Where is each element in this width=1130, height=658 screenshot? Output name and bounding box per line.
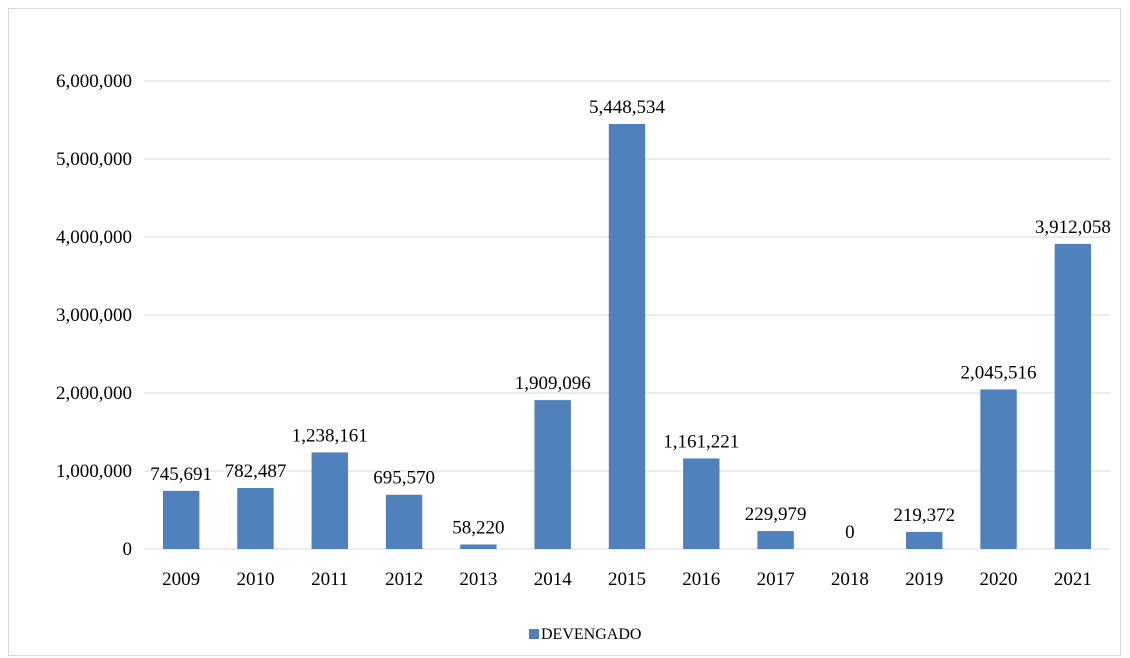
bar-2013 [460, 544, 497, 549]
x-tick-label: 2012 [385, 569, 423, 590]
x-tick-label: 2014 [534, 569, 573, 590]
bar-2015 [608, 124, 646, 550]
data-label-2015: 5,448,534 [589, 97, 666, 118]
data-label-2016: 1,161,221 [663, 431, 739, 452]
bar-2020 [980, 389, 1017, 549]
bars [162, 124, 1092, 550]
data-label-2013: 58,220 [452, 517, 504, 538]
y-tick-label: 5,000,000 [56, 149, 132, 170]
y-tick-label: 0 [123, 539, 133, 560]
bar-2012 [385, 494, 423, 549]
data-label-2021: 3,912,058 [1035, 217, 1111, 238]
data-label-2018: 0 [845, 522, 855, 543]
x-tick-label: 2018 [831, 569, 869, 590]
data-label-2010: 782,487 [225, 461, 287, 482]
data-label-2009: 745,691 [150, 464, 212, 485]
data-label-2011: 1,238,161 [292, 425, 368, 446]
axes: 0 1,000,000 2,000,000 3,000,000 4,000,000 5,0… [56, 71, 1110, 590]
x-tick-label: 2013 [459, 569, 497, 590]
data-label-2012: 695,570 [373, 468, 435, 489]
data-label-2014: 1,909,096 [515, 373, 591, 394]
x-tick-label: 2020 [980, 569, 1018, 590]
legend-swatch-devengado [529, 629, 539, 639]
bar-2011 [311, 452, 348, 549]
bar-2010 [237, 487, 274, 549]
x-tick-label: 2009 [162, 569, 200, 590]
bar-2019 [906, 531, 943, 549]
data-label-2017: 229,979 [745, 504, 807, 525]
x-tick-label: 2019 [905, 569, 943, 590]
x-tick-label: 2021 [1054, 569, 1092, 590]
bar-2021 [1054, 243, 1092, 549]
x-tick-label: 2015 [608, 569, 646, 590]
x-tick-label: 2010 [236, 569, 274, 590]
y-tick-label: 6,000,000 [56, 71, 132, 92]
y-tick-label: 4,000,000 [56, 227, 132, 248]
y-tick-label: 1,000,000 [56, 461, 132, 482]
y-tick-label: 2,000,000 [56, 383, 132, 404]
legend-label-devengado: DEVENGADO [541, 626, 641, 643]
x-tick-label: 2011 [311, 569, 348, 590]
x-tick-label: 2016 [682, 569, 720, 590]
bar-2016 [683, 458, 720, 549]
bar-2017 [757, 531, 794, 549]
bar-2014 [534, 400, 571, 549]
data-label-2020: 2,045,516 [961, 362, 1037, 383]
x-tick-label: 2017 [757, 569, 795, 590]
data-label-2019: 219,372 [893, 505, 955, 526]
bar-2009 [162, 490, 200, 549]
legend: DEVENGADO [529, 626, 641, 643]
y-tick-label: 3,000,000 [56, 305, 132, 326]
